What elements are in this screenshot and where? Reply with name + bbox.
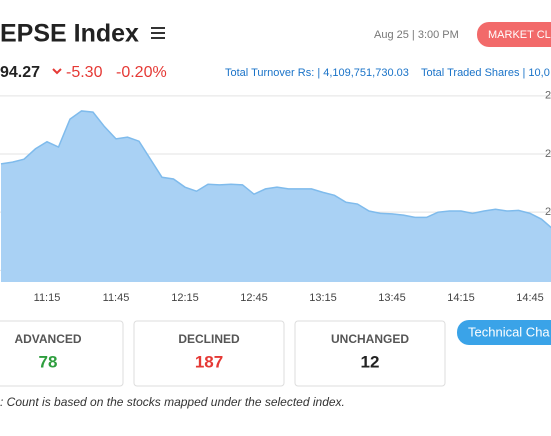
turnover: Total Turnover Rs: | 4,109,751,730.03 xyxy=(225,67,409,79)
stat-card xyxy=(294,320,446,387)
change-percent: -0.20% xyxy=(116,64,167,81)
x-tick-label: 14:45 xyxy=(516,292,544,304)
area xyxy=(1,110,551,282)
stat-label: ADVANCED xyxy=(14,332,81,346)
stat-card xyxy=(0,320,124,387)
stat-label: DECLINED xyxy=(178,332,240,346)
stat-card xyxy=(133,320,285,387)
stat-value: 78 xyxy=(39,352,58,371)
traded-shares: Total Traded Shares | 10,0 xyxy=(421,67,550,79)
x-tick-label: 11:45 xyxy=(103,292,130,304)
note: : Count is based on the stocks mapped un… xyxy=(0,395,345,409)
menu-icon[interactable] xyxy=(151,27,165,39)
y-tick-label: 2 xyxy=(545,206,551,218)
datetime: Aug 25 | 3:00 PM xyxy=(374,29,459,41)
title: EPSE Index xyxy=(0,20,139,48)
stats: ADVANCED 78 DECLINED 187 UNCHANGED 12 xyxy=(0,320,446,387)
x-tick-label: 12:15 xyxy=(171,292,199,304)
line xyxy=(0,110,551,229)
stat-value: 187 xyxy=(195,352,223,371)
status: MARKET CLO xyxy=(488,29,551,41)
x-tick-label: 11:15 xyxy=(34,292,61,304)
down-arrow xyxy=(52,68,62,75)
x-tick-label: 13:15 xyxy=(309,292,337,304)
x-tick-label: 13:45 xyxy=(378,292,406,304)
index-value: 94.27 xyxy=(0,64,40,81)
chart: 222211:1511:4512:1512:4513:1513:4514:151… xyxy=(0,90,551,304)
technical-button-bg[interactable] xyxy=(457,320,551,345)
technical-button[interactable]: Technical Cha xyxy=(468,324,550,339)
stat-label: UNCHANGED xyxy=(331,332,409,346)
y-tick-label: 2 xyxy=(545,148,551,160)
change: -5.30 xyxy=(66,64,103,81)
stat-value: 12 xyxy=(361,352,380,371)
status-pill xyxy=(477,22,551,47)
x-tick-label: 14:15 xyxy=(447,292,475,304)
x-tick-label: 12:45 xyxy=(240,292,268,304)
y-tick-label: 2 xyxy=(545,90,551,102)
